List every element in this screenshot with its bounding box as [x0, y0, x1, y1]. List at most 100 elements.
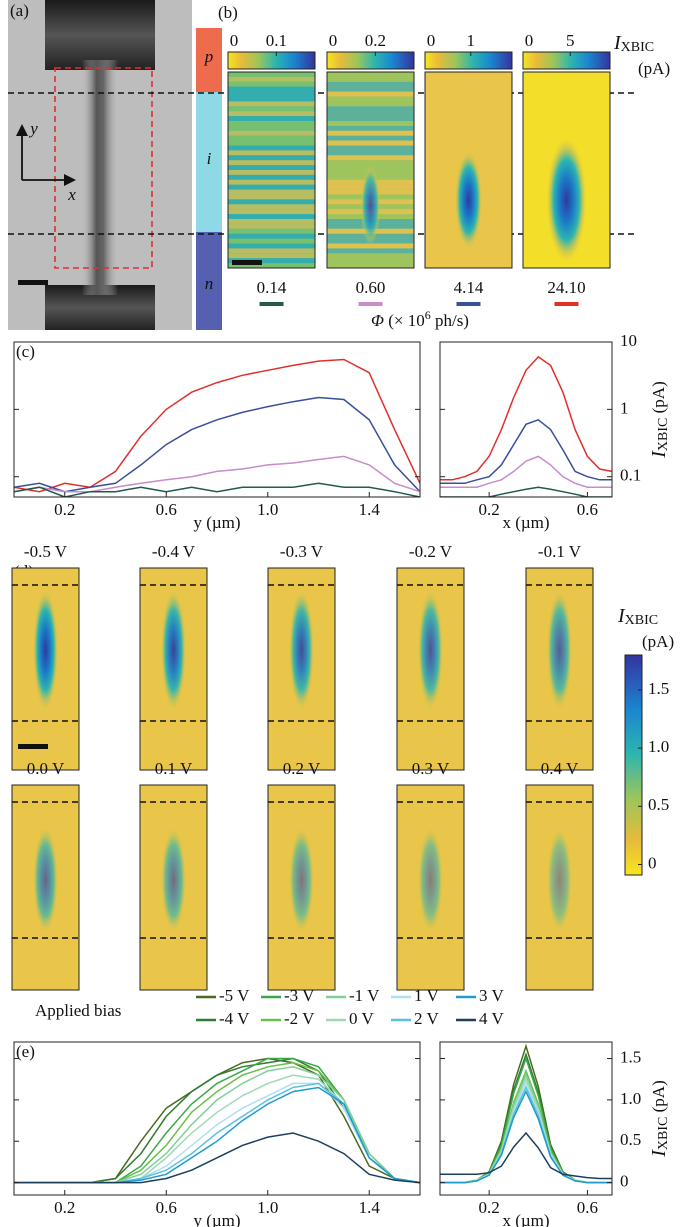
- map-noise: [327, 150, 414, 156]
- map-blob: [546, 588, 573, 712]
- flux-swatch: [456, 302, 481, 306]
- map-noise: [327, 140, 414, 146]
- unit-subscript: XBIC: [625, 613, 658, 628]
- unit-label: IXBIC (pA): [617, 605, 674, 651]
- colorbar-tick-label: 5: [566, 31, 575, 50]
- colorbar-tick-label: 0.5: [648, 795, 669, 814]
- series-line: [440, 1077, 612, 1184]
- panel-label: (c): [16, 342, 35, 361]
- map-noise: [228, 174, 315, 180]
- map-noise: [228, 121, 315, 126]
- map-noise: [228, 130, 315, 136]
- series-line: [440, 418, 612, 485]
- colorbar-tick-label: 1.0: [648, 737, 669, 756]
- xbic-map: [326, 71, 415, 269]
- map-noise: [327, 81, 414, 87]
- legend-label: -5 V: [219, 986, 250, 1005]
- map-frame: [139, 567, 208, 771]
- map-noise: [327, 125, 414, 131]
- map-frame: [139, 784, 208, 991]
- map-noise: [228, 106, 315, 112]
- map-blob: [160, 588, 187, 712]
- colorbar-tick-label: 0.2: [365, 31, 386, 50]
- unit-symbol: I: [648, 450, 670, 459]
- y-axis-label: IXBIC (pA): [648, 381, 672, 458]
- unit-symbol: I: [613, 32, 622, 54]
- map-noise: [327, 111, 414, 117]
- x-tick-label: 1.0: [257, 500, 278, 519]
- y-tick-label: 10: [620, 331, 637, 350]
- map-noise: [327, 72, 414, 77]
- flux-sup: 6: [425, 308, 431, 322]
- legend-label: 0 V: [349, 1009, 374, 1028]
- x-tick-label: 1.0: [257, 1198, 278, 1217]
- map-noise: [228, 228, 315, 234]
- x-tick-label: 0.2: [479, 1198, 500, 1217]
- region-label: n: [205, 274, 214, 293]
- map-blob: [288, 588, 315, 712]
- map-noise: [228, 125, 315, 131]
- bias-label: 0.0 V: [27, 759, 65, 778]
- map-noise: [228, 233, 315, 239]
- unit-text: (pA): [642, 632, 674, 651]
- plot-frame: [13, 341, 421, 498]
- colorbar: [326, 51, 415, 70]
- map-noise: [228, 160, 315, 166]
- legend-label: -1 V: [349, 986, 380, 1005]
- series-line: [14, 1061, 420, 1184]
- map-noise: [228, 204, 315, 210]
- map-noise: [327, 160, 414, 166]
- map-noise: [228, 243, 315, 249]
- map-frame: [525, 567, 594, 771]
- map-noise: [327, 263, 414, 268]
- x-tick-label: 0.6: [156, 500, 177, 519]
- series-line: [14, 396, 420, 493]
- panel-label: (e): [16, 1042, 35, 1061]
- map-noise: [327, 135, 414, 141]
- map-blob: [32, 825, 59, 935]
- map-noise: [327, 91, 414, 97]
- legend-label: -2 V: [284, 1009, 315, 1028]
- bias-label: -0.3 V: [280, 542, 324, 561]
- scale-bar: [232, 260, 262, 265]
- map-noise: [228, 238, 315, 244]
- map-noise: [228, 219, 315, 224]
- x-tick-label: 0.6: [577, 500, 598, 519]
- flux-label: 4.14: [454, 278, 484, 297]
- map-noise: [228, 258, 315, 264]
- map-frame: [326, 71, 415, 269]
- x-tick-label: 0.6: [577, 1198, 598, 1217]
- x-axis-label: x (µm): [502, 1211, 549, 1227]
- x-tick-label: 0.6: [156, 1198, 177, 1217]
- map-noise: [228, 189, 315, 195]
- series-line: [440, 1089, 612, 1184]
- x-axis-label: y (µm): [193, 513, 240, 532]
- unit-symbol: I: [648, 1149, 670, 1158]
- x-axis-label: x (µm): [502, 513, 549, 532]
- map-noise: [228, 184, 315, 190]
- map-blob: [454, 150, 483, 250]
- series-line: [14, 482, 420, 497]
- map-noise: [228, 165, 315, 170]
- map-frame: [267, 567, 336, 771]
- colorbar-tick-label: 1.5: [648, 679, 669, 698]
- map-noise: [228, 101, 315, 107]
- map-noise: [327, 253, 414, 259]
- axis-label: Φ (× 106 ph/s): [371, 308, 469, 330]
- series-line: [440, 486, 612, 497]
- map-noise: [228, 86, 315, 92]
- map-blob: [546, 138, 587, 262]
- map-noise: [228, 170, 315, 175]
- map-noise: [228, 263, 315, 268]
- map-noise: [228, 214, 315, 219]
- map-frame: [11, 784, 80, 991]
- map-noise: [228, 140, 315, 146]
- map-noise: [327, 145, 414, 151]
- series-line: [14, 358, 420, 493]
- map-frame: [396, 567, 465, 771]
- sem-image: [8, 0, 192, 330]
- map-noise: [228, 223, 315, 229]
- map-noise: [228, 145, 315, 151]
- map-noise: [228, 194, 315, 200]
